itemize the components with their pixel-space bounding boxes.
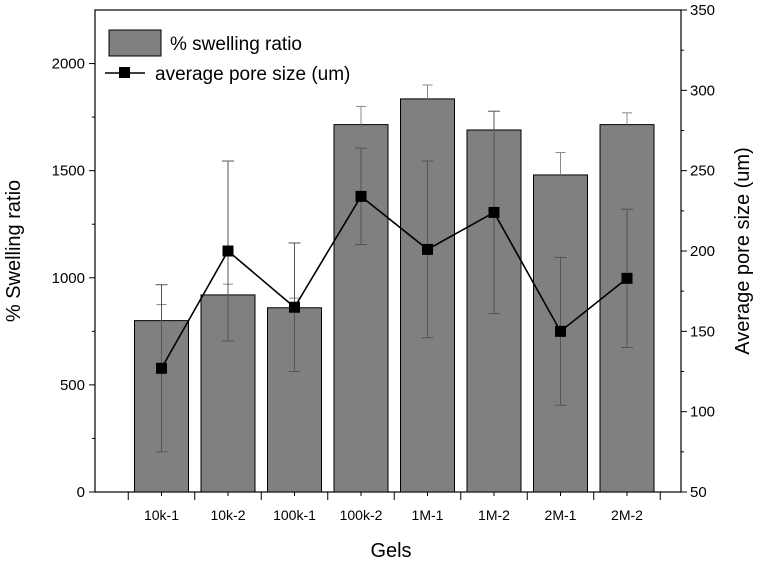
left-tick-label-0: 0 [77, 484, 85, 501]
x-tick-label-1M-2: 1M-2 [478, 507, 510, 523]
x-tick-label-2M-1: 2M-1 [545, 507, 577, 523]
legend-label-swelling: % swelling ratio [170, 34, 302, 55]
right-tick-label-250: 250 [690, 163, 715, 180]
legend: % swelling ratio average pore size (um) [105, 29, 350, 85]
x-tick-label-10k-1: 10k-1 [144, 507, 179, 523]
bottom-axis: 10k-1 10k-2 100k-1 100k-2 1M-1 1M-2 2M-1 2M-2 [127, 492, 661, 523]
x-tick-label-2M-2: 2M-2 [611, 507, 643, 523]
right-axis: 50 100 150 200 250 300 350 [681, 2, 715, 501]
pore-point-2M-1 [555, 325, 566, 337]
pore-point-100k-2 [355, 190, 367, 202]
left-tick-label-1000: 1000 [52, 270, 85, 287]
pore-point-100k-1 [289, 301, 300, 313]
right-tick-label-300: 300 [690, 82, 715, 99]
left-tick-label-1500: 1500 [52, 163, 85, 180]
left-axis: 0 500 1000 1500 2000 [52, 56, 95, 501]
pore-size-line [160, 195, 628, 369]
right-tick-label-100: 100 [690, 404, 715, 421]
left-tick-label-500: 500 [60, 377, 85, 394]
pore-size-line-layer [156, 190, 633, 374]
pore-point-10k-1 [156, 362, 167, 374]
legend-bar-swatch [108, 29, 162, 57]
x-axis-title: Gels [370, 540, 411, 562]
pore-point-2M-2 [621, 272, 633, 284]
right-tick-label-350: 350 [690, 2, 715, 19]
pore-point-10k-2 [222, 245, 234, 257]
pore-point-1M-2 [488, 206, 500, 218]
x-tick-label-100k-1: 100k-1 [273, 507, 316, 523]
right-tick-label-200: 200 [690, 243, 715, 260]
right-tick-label-150: 150 [690, 323, 715, 340]
bar-2M-1 [533, 174, 588, 493]
x-tick-label-10k-2: 10k-2 [210, 507, 245, 523]
left-y-axis-title: % Swelling ratio [3, 180, 25, 322]
legend-label-pore-size: average pore size (um) [155, 64, 350, 85]
pore-point-1M-1 [422, 243, 433, 255]
x-tick-label-100k-2: 100k-2 [340, 507, 383, 523]
right-tick-label-50: 50 [690, 484, 707, 501]
legend-marker-swatch [119, 67, 130, 78]
right-y-axis-title: Average pore size (um) [732, 147, 754, 355]
left-tick-label-2000: 2000 [52, 56, 85, 73]
x-tick-label-1M-1: 1M-1 [412, 507, 444, 523]
